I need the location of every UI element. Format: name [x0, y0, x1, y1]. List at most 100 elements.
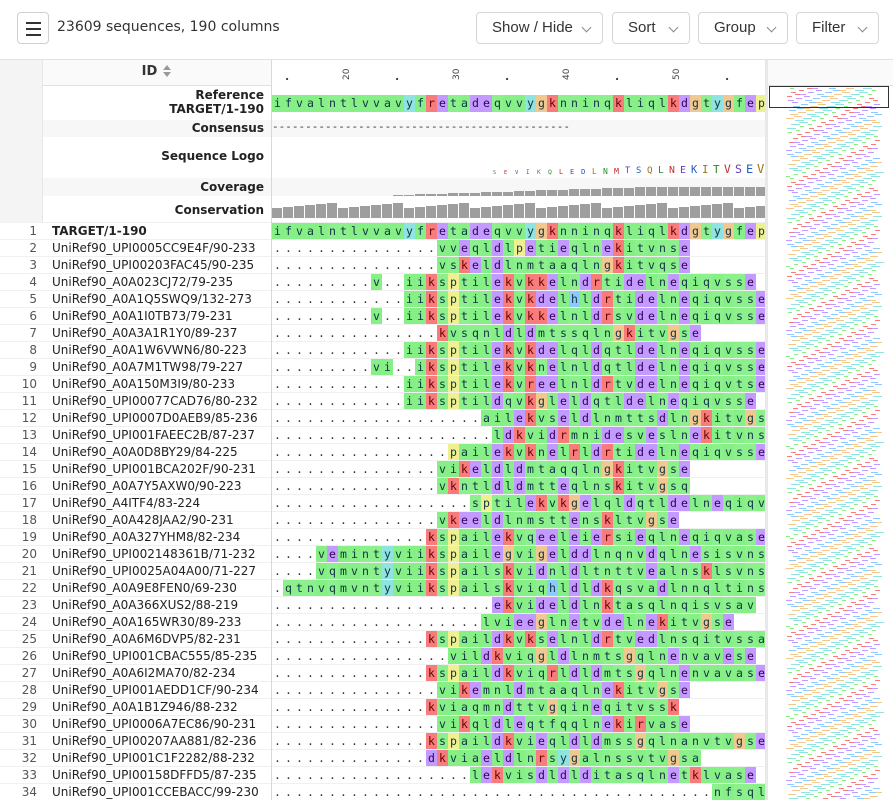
menu-button[interactable]	[17, 12, 49, 44]
overview-pixel	[794, 116, 802, 117]
table-row[interactable]: 6 UniRef90_A0A1I0TB73/79-231......... v.. i…	[0, 307, 766, 325]
overview-pixel	[841, 416, 850, 417]
overview-viewport[interactable]	[769, 86, 889, 108]
table-row[interactable]: 8 UniRef90_A0A1W6VWN6/80-223............ i…	[0, 341, 766, 359]
table-row[interactable]: 22 UniRef90_A0A9E8FEN0/69-230. q t n v q m v n t y v…	[0, 579, 766, 597]
sequence-id[interactable]: UniRef90_UPI001AEDD1CF/90-234	[52, 683, 259, 697]
overview-pixel	[830, 156, 834, 157]
overview-pixel	[801, 342, 810, 343]
table-row[interactable]: 25 UniRef90_A0A6M6DVP5/82-231............…	[0, 630, 766, 648]
table-row[interactable]: 20 UniRef90_UPI002148361B/71-232.... v e m i n…	[0, 545, 766, 563]
sequence-id[interactable]: UniRef90_UPI00158DFFD5/87-235	[52, 768, 257, 782]
sequence-id[interactable]: UniRef90_UPI001FAEEC2B/87-237	[52, 428, 255, 442]
table-row[interactable]: 2 UniRef90_UPI0005CC9E4F/90-233..........…	[0, 239, 766, 257]
table-row[interactable]: 28 UniRef90_UPI001AEDD1CF/90-234.........…	[0, 681, 766, 699]
sequence-id[interactable]: UniRef90_UPI001BCA202F/90-231	[52, 462, 256, 476]
table-row[interactable]: 21 UniRef90_UPI0025A04A00/71-227.... v q m v n…	[0, 562, 766, 580]
sequence-id[interactable]: UniRef90_A0A428JAA2/90-231	[52, 513, 234, 527]
sort-button[interactable]: Sort	[612, 12, 690, 44]
sequence-id[interactable]: UniRef90_A0A1I0TB73/79-231	[52, 309, 233, 323]
table-row[interactable]: 34 UniRef90_UPI001CCEBACC/99-230.........…	[0, 783, 766, 800]
table-row[interactable]: 26 UniRef90_UPI001CBAC555/85-235.........…	[0, 647, 766, 665]
residue: f	[415, 95, 426, 112]
table-row[interactable]: 14 UniRef90_A0A0D8BY29/84-225............…	[0, 443, 766, 461]
table-row[interactable]: 15 UniRef90_UPI001BCA202F/90-231.........…	[0, 460, 766, 478]
overview-pixel	[815, 530, 820, 531]
sequence-id[interactable]: UniRef90_UPI002148361B/71-232	[52, 547, 256, 561]
table-row[interactable]: 23 UniRef90_A0A366XUS2/88-219............…	[0, 596, 766, 614]
table-row[interactable]: 10 UniRef90_A0A150M3I9/80-233............…	[0, 375, 766, 393]
table-row[interactable]: 18 UniRef90_A0A428JAA2/90-231............…	[0, 511, 766, 529]
table-row[interactable]: 32 UniRef90_UPI001C1F2282/88-232.........…	[0, 749, 766, 767]
table-row[interactable]: 24 UniRef90_A0A165WR30/89-233............…	[0, 613, 766, 631]
overview-pixel	[793, 286, 800, 287]
table-row[interactable]: 30 UniRef90_UPI0006A7EC86/90-231.........…	[0, 715, 766, 733]
table-row[interactable]: 4 UniRef90_A0A023CJ72/79-235......... v.. i…	[0, 273, 766, 291]
sequence-id[interactable]: UniRef90_A0A1W6VWN6/80-223	[52, 343, 247, 357]
table-row[interactable]: 9 UniRef90_A0A7M1TW98/79-227......... v i..…	[0, 358, 766, 376]
sort-icon[interactable]	[163, 65, 172, 78]
sequence-id[interactable]: UniRef90_UPI0005CC9E4F/90-233	[52, 241, 256, 255]
residue: .	[395, 717, 402, 731]
table-row[interactable]: 5 UniRef90_A0A1Q5SWQ9/132-273............…	[0, 290, 766, 308]
sequence-id[interactable]: UniRef90_UPI0007D0AEB9/85-236	[52, 411, 258, 425]
alignment-overview[interactable]	[768, 86, 893, 800]
table-row[interactable]: 7 UniRef90_A0A3A1R1Y0/89-237.............…	[0, 324, 766, 342]
residue: e	[470, 257, 481, 274]
overview-divider[interactable]	[765, 60, 768, 800]
residue: l	[657, 376, 668, 393]
table-row[interactable]: 27 UniRef90_A0A6I2MA70/82-234............…	[0, 664, 766, 682]
table-row[interactable]: 29 UniRef90_A0A1B1Z946/88-232............…	[0, 698, 766, 716]
panel-divider[interactable]	[271, 60, 272, 800]
sequence-id[interactable]: UniRef90_A0A1Q5SWQ9/132-273	[52, 292, 252, 306]
sequence-id[interactable]: UniRef90_A0A327YHM8/82-234	[52, 530, 241, 544]
sequence-id[interactable]: UniRef90_A4ITF4/83-224	[52, 496, 201, 510]
sequence-id[interactable]: UniRef90_A0A1B1Z946/88-232	[52, 700, 238, 714]
overview-pixel	[869, 702, 876, 703]
show-hide-button[interactable]: Show / Hide	[476, 12, 603, 44]
table-row[interactable]: 1 TARGET/1-190 i f v a l n t l v v a v y f r e t a d e q v v y g k n…	[0, 222, 766, 240]
sequence-id[interactable]: TARGET/1-190	[52, 224, 147, 238]
sequence-id[interactable]: UniRef90_UPI0025A04A00/71-227	[52, 564, 256, 578]
residue: i	[415, 563, 426, 580]
sequence-id[interactable]: UniRef90_A0A9E8FEN0/69-230	[52, 581, 237, 595]
table-row[interactable]: 17 UniRef90_A4ITF4/83-224................…	[0, 494, 766, 512]
sequence-id[interactable]: UniRef90_A0A0D8BY29/84-225	[52, 445, 238, 459]
overview-pixel	[875, 384, 882, 385]
row-number: 3	[29, 258, 37, 272]
table-row[interactable]: 3 UniRef90_UPI00203FAC45/90-235..........…	[0, 256, 766, 274]
table-row[interactable]: 13 UniRef90_UPI001FAEEC2B/87-237.........…	[0, 426, 766, 444]
sequence-id[interactable]: UniRef90_A0A6I2MA70/82-234	[52, 666, 236, 680]
table-row[interactable]: 31 UniRef90_UPI00207AA881/82-236.........…	[0, 732, 766, 750]
sequence-id[interactable]: UniRef90_UPI00077CAD76/80-232	[52, 394, 258, 408]
sequence-id[interactable]: UniRef90_UPI001CBAC555/85-235	[52, 649, 258, 663]
filter-button[interactable]: Filter	[796, 12, 879, 44]
overview-pixel	[831, 372, 840, 373]
group-button[interactable]: Group	[698, 12, 788, 44]
sequence-id[interactable]: UniRef90_A0A165WR30/89-233	[52, 615, 242, 629]
sequence-id[interactable]: UniRef90_UPI00203FAC45/90-235	[52, 258, 255, 272]
table-row[interactable]: 19 UniRef90_A0A327YHM8/82-234............…	[0, 528, 766, 546]
sequence-id[interactable]: UniRef90_A0A366XUS2/88-219	[52, 598, 239, 612]
residue: .	[472, 598, 479, 612]
sequence-id[interactable]: UniRef90_A0A150M3I9/80-233	[52, 377, 236, 391]
overview-pixel	[816, 270, 822, 271]
overview-pixel	[872, 508, 878, 509]
overview-pixel	[822, 762, 828, 763]
sequence-id[interactable]: UniRef90_A0A7Y5AXW0/90-223	[52, 479, 242, 493]
sequence-id[interactable]: UniRef90_UPI0006A7EC86/90-231	[52, 717, 257, 731]
table-row[interactable]: 16 UniRef90_A0A7Y5AXW0/90-223............…	[0, 477, 766, 495]
sequence-id[interactable]: UniRef90_A0A6M6DVP5/82-231	[52, 632, 241, 646]
sequence-id[interactable]: UniRef90_UPI001C1F2282/88-232	[52, 751, 255, 765]
sequence-id[interactable]: UniRef90_A0A3A1R1Y0/89-237	[52, 326, 238, 340]
table-row[interactable]: 11 UniRef90_UPI00077CAD76/80-232.........…	[0, 392, 766, 410]
residue: e	[547, 546, 558, 563]
table-row[interactable]: 33 UniRef90_UPI00158DFFD5/87-235.........…	[0, 766, 766, 784]
sequence-id[interactable]: UniRef90_A0A023CJ72/79-235	[52, 275, 234, 289]
id-column-header[interactable]: ID	[43, 60, 271, 86]
residue: l	[668, 563, 679, 580]
sequence-id[interactable]: UniRef90_UPI00207AA881/82-236	[52, 734, 257, 748]
table-row[interactable]: 12 UniRef90_UPI0007D0AEB9/85-236.........…	[0, 409, 766, 427]
sequence-id[interactable]: UniRef90_UPI001CCEBACC/99-230	[52, 785, 259, 799]
sequence-id[interactable]: UniRef90_A0A7M1TW98/79-227	[52, 360, 244, 374]
